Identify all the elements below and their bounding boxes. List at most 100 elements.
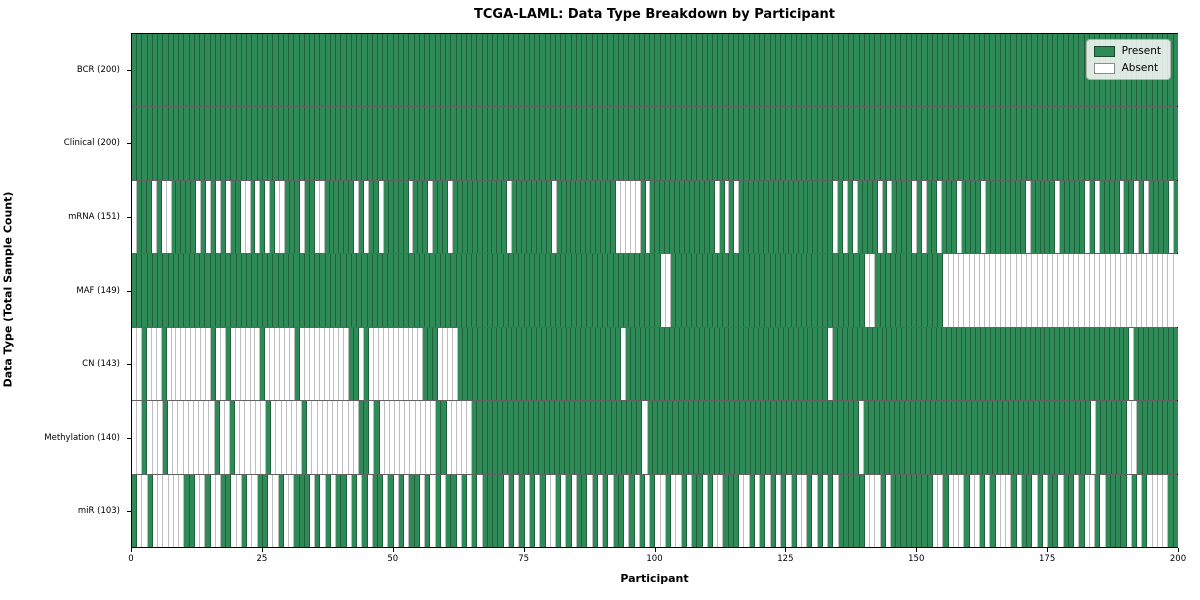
heatmap-cell — [1126, 107, 1132, 180]
heatmap-cell — [911, 254, 918, 327]
heatmap-cell — [247, 474, 253, 547]
heatmap-cell — [1163, 107, 1169, 180]
heatmap-cell — [926, 401, 932, 474]
heatmap-cell — [765, 107, 771, 180]
heatmap-cell — [215, 327, 221, 401]
heatmap-cell — [882, 180, 888, 254]
heatmap-cell — [146, 180, 152, 254]
heatmap-cell — [676, 474, 682, 547]
heatmap-cell — [1021, 107, 1028, 180]
heatmap-cell — [425, 254, 431, 327]
heatmap-cell — [137, 107, 143, 180]
heatmap-cell — [211, 180, 216, 254]
heatmap-cell — [1089, 254, 1096, 327]
heatmap-cell — [570, 401, 576, 474]
heatmap-cell — [969, 107, 975, 180]
heatmap-cell — [709, 327, 715, 401]
heatmap-cell — [733, 474, 740, 547]
heatmap-cell — [378, 254, 384, 327]
heatmap-cell — [205, 254, 211, 327]
heatmap-cell — [1121, 254, 1127, 327]
heatmap-cell — [1039, 401, 1045, 474]
heatmap-cell — [892, 180, 898, 254]
heatmap-cell — [278, 107, 284, 180]
heatmap-cell — [1032, 474, 1038, 547]
heatmap-cell — [482, 34, 488, 107]
heatmap-cell — [487, 401, 493, 474]
heatmap-cell — [247, 107, 253, 180]
heatmap-cell — [1042, 474, 1049, 547]
heatmap-cell — [714, 401, 720, 474]
heatmap-cell — [596, 327, 602, 401]
heatmap-cell — [734, 327, 740, 401]
heatmap-cell — [1144, 180, 1150, 254]
heatmap-cell — [1157, 254, 1164, 327]
heatmap-cell — [838, 34, 844, 107]
heatmap-cell — [325, 254, 331, 327]
heatmap-cell — [660, 34, 666, 107]
heatmap-cell — [592, 34, 598, 107]
heatmap-cell — [398, 254, 405, 327]
heatmap-cell — [1006, 107, 1012, 180]
heatmap-cell — [343, 401, 349, 474]
heatmap-cell — [634, 34, 640, 107]
heatmap-cell — [1079, 107, 1085, 180]
heatmap-cell — [854, 107, 860, 180]
heatmap-cell — [529, 401, 535, 474]
heatmap-cell — [1084, 180, 1090, 254]
heatmap-cell — [231, 474, 237, 547]
heatmap-cell — [1104, 180, 1110, 254]
heatmap-cell — [1079, 474, 1085, 547]
heatmap-cell — [680, 180, 685, 254]
heatmap-cell — [985, 474, 991, 547]
heatmap-cell — [173, 34, 180, 107]
heatmap-cell — [686, 107, 693, 180]
heatmap-cell — [1105, 107, 1111, 180]
heatmap-cell — [492, 327, 498, 401]
heatmap-cell — [770, 474, 776, 547]
heatmap-cell — [943, 474, 949, 547]
heatmap-cell — [179, 474, 185, 547]
heatmap-cell — [822, 34, 829, 107]
heatmap-cell — [665, 34, 672, 107]
heatmap-cell — [398, 327, 404, 401]
heatmap-cell — [864, 34, 871, 107]
heatmap-cell — [498, 34, 504, 107]
heatmap-cell — [451, 254, 457, 327]
heatmap-cell — [857, 327, 863, 401]
heatmap-cell — [1040, 327, 1046, 401]
heatmap-cell — [781, 401, 787, 474]
heatmap-cell — [524, 34, 530, 107]
heatmap-cell — [867, 327, 873, 401]
heatmap-cell — [652, 401, 658, 474]
heatmap-cell — [976, 327, 982, 401]
heatmap-cell — [419, 107, 426, 180]
y-tick-mark — [127, 143, 131, 145]
heatmap-cell — [364, 327, 369, 401]
heatmap-cell — [283, 34, 290, 107]
heatmap-cell — [482, 254, 488, 327]
heatmap-cell — [802, 254, 808, 327]
heatmap-cell — [798, 180, 804, 254]
heatmap-cell — [262, 107, 269, 180]
heatmap-cell — [1011, 107, 1017, 180]
heatmap-cell — [587, 34, 593, 107]
heatmap-cell — [1110, 107, 1117, 180]
heatmap-cell — [681, 34, 687, 107]
heatmap-cell — [163, 254, 169, 327]
heatmap-cell — [388, 107, 394, 180]
heatmap-cell — [550, 107, 556, 180]
heatmap-cell — [959, 254, 965, 327]
heatmap-cell — [524, 107, 530, 180]
heatmap-cell — [964, 474, 970, 547]
heatmap-cell — [665, 180, 671, 254]
heatmap-cell — [1074, 254, 1080, 327]
heatmap-cell — [336, 254, 342, 327]
heatmap-cell — [932, 254, 939, 327]
heatmap-cell — [1048, 254, 1054, 327]
heatmap-cell — [236, 107, 242, 180]
heatmap-cell — [707, 34, 714, 107]
heatmap-cell — [1137, 254, 1143, 327]
heatmap-cell — [718, 254, 724, 327]
heatmap-cell — [436, 401, 442, 474]
